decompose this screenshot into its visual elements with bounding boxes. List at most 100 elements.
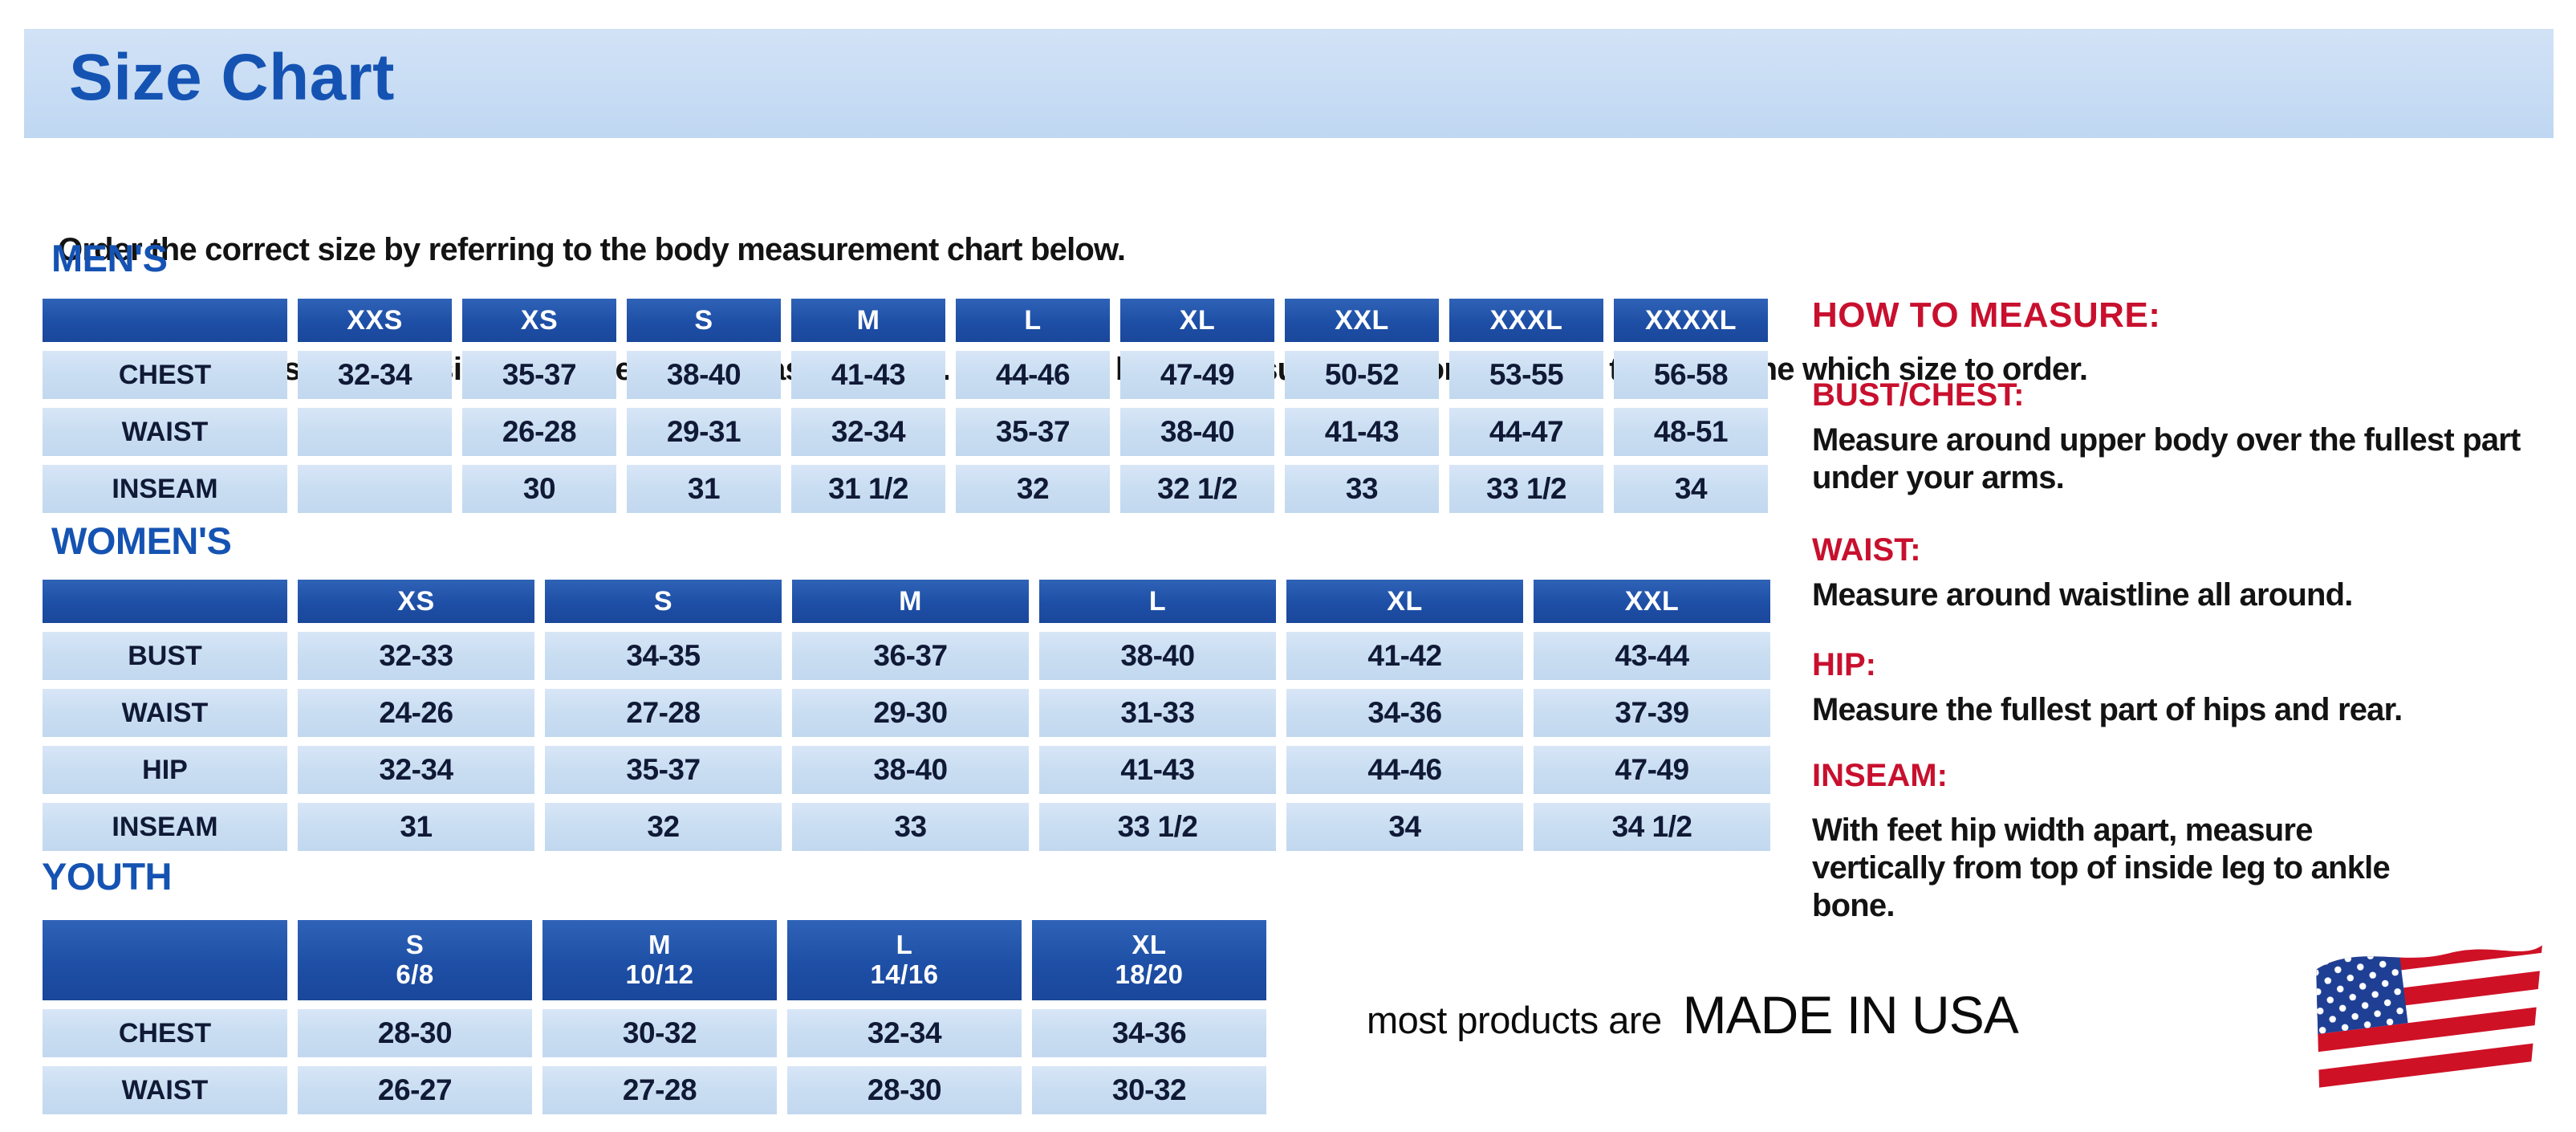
header-cell: S: [627, 299, 781, 342]
header-cell: L: [1039, 580, 1276, 623]
size-cell: 31: [298, 803, 534, 851]
header-cell: XXXXL: [1614, 299, 1768, 342]
size-cell: 32-33: [298, 632, 534, 680]
title-banner: Size Chart: [24, 29, 2554, 138]
size-cell: 29-31: [627, 408, 781, 456]
size-cell: 36-37: [792, 632, 1029, 680]
measure-label-inseam: INSEAM:: [1812, 757, 1948, 793]
size-cell: 47-49: [1534, 746, 1770, 794]
size-cell: 38-40: [1039, 632, 1276, 680]
header-cell: L: [956, 299, 1110, 342]
size-cell: 48-51: [1614, 408, 1768, 456]
size-cell: 28-30: [298, 1009, 532, 1057]
size-cell: 43-44: [1534, 632, 1770, 680]
size-cell: 32-34: [298, 746, 534, 794]
header-cell: M 10/12: [542, 920, 777, 1000]
size-cell: 56-58: [1614, 351, 1768, 399]
size-cell: 26-28: [462, 408, 616, 456]
header-corner-cell: [43, 580, 287, 623]
size-cell: 41-43: [1285, 408, 1439, 456]
size-cell: 44-47: [1449, 408, 1603, 456]
size-cell: 31: [627, 465, 781, 513]
made-in-usa-line: most products are MADE IN USA: [1367, 984, 2019, 1045]
youth-size-label: M: [648, 930, 671, 960]
size-cell: 37-39: [1534, 689, 1770, 737]
size-cell: 34 1/2: [1534, 803, 1770, 851]
header-cell: L 14/16: [787, 920, 1022, 1000]
row-label: WAIST: [43, 408, 287, 456]
size-cell: 34: [1286, 803, 1523, 851]
size-cell: 35-37: [462, 351, 616, 399]
header-cell: XXXL: [1449, 299, 1603, 342]
youth-size-label: S: [405, 930, 425, 960]
mens-section-heading: MEN'S: [51, 237, 168, 279]
size-cell: 32 1/2: [1120, 465, 1274, 513]
size-cell: 44-46: [956, 351, 1110, 399]
header-cell: XL: [1120, 299, 1274, 342]
size-cell: 33: [792, 803, 1029, 851]
mens-size-table: XXS XS S M L XL XXL XXXL XXXXL CHEST 32-…: [43, 299, 1768, 513]
header-cell: XL 18/20: [1032, 920, 1266, 1000]
womens-size-table: XS S M L XL XXL BUST 32-33 34-35 36-37 3…: [43, 580, 1770, 851]
size-cell: 24-26: [298, 689, 534, 737]
youth-size-table: S 6/8 M 10/12 L 14/16 XL 18/20 CHEST 28-…: [43, 920, 1266, 1114]
size-cell: 29-30: [792, 689, 1029, 737]
how-to-measure-section: HOW TO MEASURE: BUST/CHEST: Measure arou…: [1812, 295, 2562, 925]
size-cell: 35-37: [956, 408, 1110, 456]
row-label: HIP: [43, 746, 287, 794]
row-label: INSEAM: [43, 465, 287, 513]
intro-line-1: Order the correct size by referring to t…: [58, 232, 1126, 268]
size-cell: 33: [1285, 465, 1439, 513]
size-cell: 38-40: [792, 746, 1029, 794]
measure-text-inseam: With feet hip width apart, measure verti…: [1812, 812, 2391, 924]
measure-text-bust-chest: Measure around upper body over the fulle…: [1812, 422, 2521, 496]
row-label: WAIST: [43, 1066, 287, 1114]
header-cell: XXL: [1534, 580, 1770, 623]
size-cell: 41-43: [1039, 746, 1276, 794]
row-label: BUST: [43, 632, 287, 680]
size-cell: 34-36: [1032, 1009, 1266, 1057]
header-cell: XXS: [298, 299, 452, 342]
made-in-prefix: most products are: [1367, 999, 1662, 1041]
header-corner-cell: [43, 920, 287, 1000]
size-cell: 53-55: [1449, 351, 1603, 399]
size-cell: 38-40: [1120, 408, 1274, 456]
size-cell: 34-35: [545, 632, 782, 680]
size-cell: 30-32: [542, 1009, 777, 1057]
youth-size-range: 6/8: [396, 959, 434, 989]
size-cell: 47-49: [1120, 351, 1274, 399]
header-cell: XS: [298, 580, 534, 623]
size-cell: 27-28: [545, 689, 782, 737]
size-cell: 34: [1614, 465, 1768, 513]
size-cell: 30-32: [1032, 1066, 1266, 1114]
row-label: CHEST: [43, 351, 287, 399]
header-cell: M: [792, 580, 1029, 623]
header-cell: XS: [462, 299, 616, 342]
size-cell: 41-42: [1286, 632, 1523, 680]
size-cell: 31 1/2: [791, 465, 945, 513]
youth-size-range: 10/12: [625, 959, 694, 989]
header-cell: M: [791, 299, 945, 342]
size-cell: 33 1/2: [1039, 803, 1276, 851]
usa-flag-icon: [2316, 945, 2542, 1093]
header-corner-cell: [43, 299, 287, 342]
size-cell: 30: [462, 465, 616, 513]
size-cell: 34-36: [1286, 689, 1523, 737]
size-cell: 33 1/2: [1449, 465, 1603, 513]
row-label: CHEST: [43, 1009, 287, 1057]
size-cell: 32-34: [298, 351, 452, 399]
size-cell: 44-46: [1286, 746, 1523, 794]
size-cell: 50-52: [1285, 351, 1439, 399]
header-cell: XL: [1286, 580, 1523, 623]
size-cell: 32: [545, 803, 782, 851]
measure-text-hip: Measure the fullest part of hips and rea…: [1812, 691, 2403, 727]
header-cell: XXL: [1285, 299, 1439, 342]
size-cell: [298, 465, 452, 513]
size-cell: 32-34: [791, 408, 945, 456]
measure-text-waist: Measure around waistline all around.: [1812, 577, 2353, 613]
header-cell: S: [545, 580, 782, 623]
measure-label-hip: HIP:: [1812, 646, 1876, 682]
size-cell: 32-34: [787, 1009, 1022, 1057]
row-label: WAIST: [43, 689, 287, 737]
